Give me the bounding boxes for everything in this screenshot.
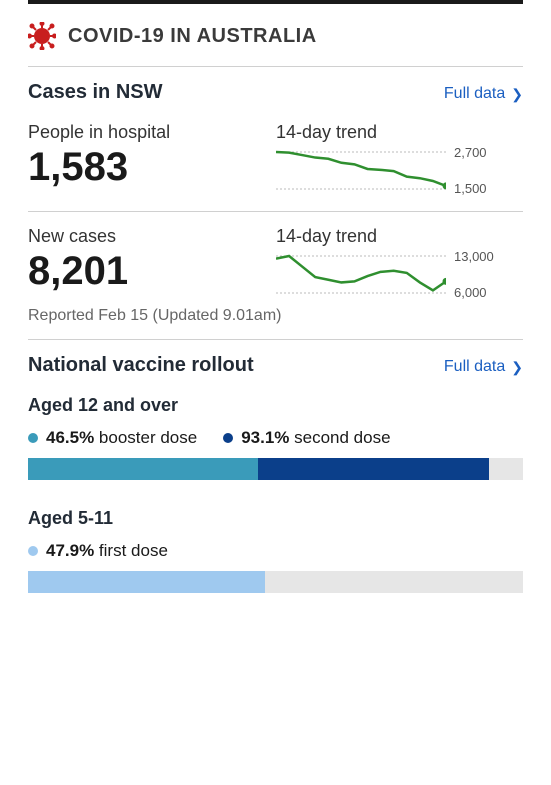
chevron-right-icon: ❯ <box>511 86 523 103</box>
header-title: COVID-19 IN AUSTRALIA <box>68 25 317 48</box>
covid-widget: COVID-19 IN AUSTRALIA Cases in NSW Full … <box>0 0 551 621</box>
divider <box>28 339 523 340</box>
cases-full-data-link[interactable]: Full data ❯ <box>444 85 523 103</box>
vax-booster-fill <box>28 458 258 480</box>
newcases-trend-label: 14-day trend <box>276 226 523 247</box>
hospital-trend-top-tick: 2,700 <box>454 145 487 160</box>
chevron-right-icon: ❯ <box>511 359 523 376</box>
hospital-trend-bottom-tick: 1,500 <box>454 181 487 196</box>
newcases-trend-chart: 13,000 6,000 <box>276 251 523 301</box>
vax-booster-legend: 46.5% booster dose <box>28 428 197 448</box>
hospital-label: People in hospital <box>28 122 258 143</box>
newcases-value: 8,201 <box>28 249 258 293</box>
header: COVID-19 IN AUSTRALIA <box>28 22 523 50</box>
dot-icon <box>223 433 233 443</box>
vax-first-fill <box>28 571 265 593</box>
dot-icon <box>28 546 38 556</box>
reported-text: Reported Feb 15 (Updated 9.01am) <box>28 307 523 325</box>
vax-group2-legend: 47.9% first dose <box>28 541 523 561</box>
top-rule <box>28 0 523 4</box>
cases-section-head: Cases in NSW Full data ❯ <box>28 81 523 104</box>
hospital-row: People in hospital 1,583 14-day trend 2,… <box>28 122 523 197</box>
vax-group-12plus: Aged 12 and over 46.5% booster dose 93.1… <box>28 395 523 480</box>
newcases-trend-bottom-tick: 6,000 <box>454 285 487 300</box>
vax-second-label: second dose <box>289 428 390 447</box>
vax-group1-bar <box>28 458 523 480</box>
newcases-row: New cases 8,201 14-day trend 13,000 6,00… <box>28 226 523 301</box>
hospital-value: 1,583 <box>28 145 258 189</box>
vax-group1-legend: 46.5% booster dose 93.1% second dose <box>28 428 523 448</box>
vax-first-pct: 47.9% <box>46 541 94 560</box>
hospital-trend-chart: 2,700 1,500 <box>276 147 523 197</box>
vax-booster-label: booster dose <box>94 428 197 447</box>
vax-second-legend: 93.1% second dose <box>223 428 390 448</box>
newcases-label: New cases <box>28 226 258 247</box>
full-data-label: Full data <box>444 85 505 103</box>
full-data-label: Full data <box>444 358 505 376</box>
virus-icon <box>28 22 56 50</box>
cases-title: Cases in NSW <box>28 81 162 104</box>
divider <box>28 211 523 212</box>
vaccine-full-data-link[interactable]: Full data ❯ <box>444 358 523 376</box>
vax-group-5to11: Aged 5-11 47.9% first dose <box>28 508 523 593</box>
newcases-trend-top-tick: 13,000 <box>454 249 494 264</box>
divider <box>28 66 523 67</box>
vaccine-title: National vaccine rollout <box>28 354 254 377</box>
vax-first-legend: 47.9% first dose <box>28 541 168 561</box>
vax-booster-pct: 46.5% <box>46 428 94 447</box>
hospital-trend-label: 14-day trend <box>276 122 523 143</box>
vax-first-label: first dose <box>94 541 168 560</box>
vax-group2-title: Aged 5-11 <box>28 508 523 529</box>
vax-group1-title: Aged 12 and over <box>28 395 523 416</box>
vax-second-pct: 93.1% <box>241 428 289 447</box>
vax-group2-bar <box>28 571 523 593</box>
vaccine-section-head: National vaccine rollout Full data ❯ <box>28 354 523 377</box>
dot-icon <box>28 433 38 443</box>
